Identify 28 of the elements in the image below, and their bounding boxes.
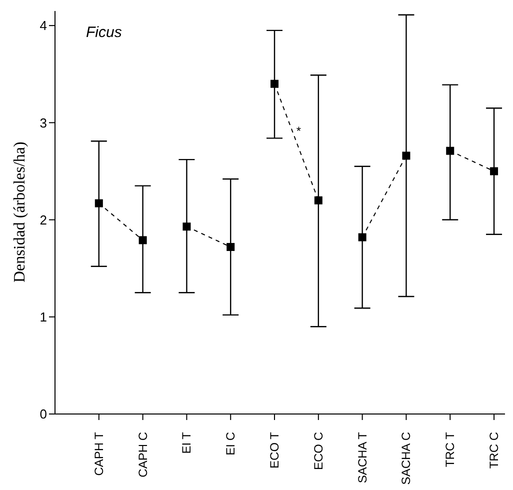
x-tick-label: ECO C xyxy=(311,432,326,470)
y-tick-label: 0 xyxy=(40,406,47,422)
y-tick-label: 3 xyxy=(40,115,47,130)
x-tick-label: CAPH T xyxy=(92,431,106,476)
x-tick-label: ECO T xyxy=(268,431,282,468)
x-tick-label: EI T xyxy=(180,431,194,454)
x-tick-label: TRC T xyxy=(443,431,458,468)
x-tick-label: SACHA C xyxy=(399,432,414,485)
point xyxy=(226,242,235,251)
text: Ficus xyxy=(86,24,122,41)
point xyxy=(446,146,454,155)
x-tick-label: SACHA T xyxy=(355,431,370,484)
point xyxy=(94,199,103,208)
point xyxy=(402,152,410,160)
y-axis-title: Densidad (árboles/ha) xyxy=(12,142,29,282)
x-tick-label: EI C xyxy=(224,432,238,456)
x-tick-label: CAPH C xyxy=(136,432,150,478)
annotation: * xyxy=(295,124,302,138)
point xyxy=(314,196,322,204)
point xyxy=(358,233,366,242)
point xyxy=(138,236,147,244)
y-tick-label: 4 xyxy=(40,18,47,34)
point xyxy=(270,80,279,88)
point xyxy=(490,167,498,176)
y-tick-label: 1 xyxy=(40,310,47,325)
x-tick-label: TRC C xyxy=(487,432,502,469)
y-tick-label: 2 xyxy=(40,212,47,228)
point xyxy=(182,222,191,231)
